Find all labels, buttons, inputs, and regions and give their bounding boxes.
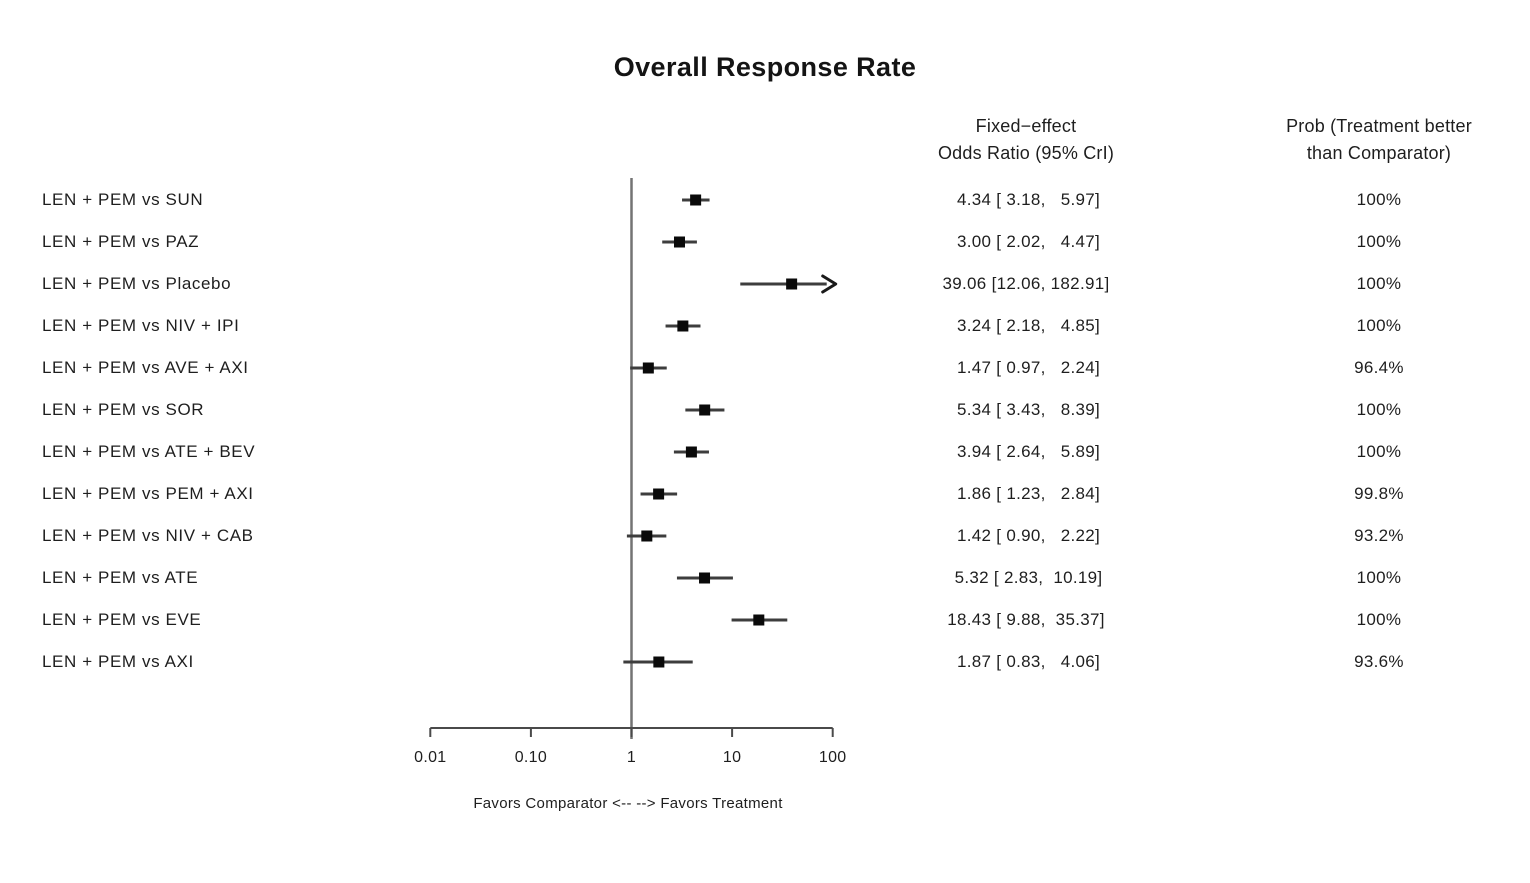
odds-ratio-value: 1.87 [ 0.83, 4.06]	[951, 652, 1101, 671]
column-header-probability: Prob (Treatment better than Comparator)	[1259, 113, 1499, 167]
x-axis-tick-label: 10	[722, 749, 742, 766]
odds-ratio-value: 3.00 [ 2.02, 4.47]	[951, 232, 1101, 251]
comparison-label: LEN + PEM vs AXI	[42, 652, 194, 671]
probability-value: 99.8%	[1354, 484, 1404, 503]
ci-clipped-arrow-right-icon	[821, 274, 838, 294]
or-point-marker	[641, 530, 653, 542]
odds-ratio-value: 4.34 [ 3.18, 5.97]	[951, 190, 1101, 209]
probability-value: 100%	[1356, 274, 1402, 293]
comparison-label: LEN + PEM vs ATE + BEV	[42, 442, 256, 461]
odds-ratio-value: 3.94 [ 2.64, 5.89]	[951, 442, 1101, 461]
odds-ratio-value: 3.24 [ 2.18, 4.85]	[951, 316, 1101, 335]
or-point-marker	[677, 320, 689, 332]
probability-value: 100%	[1356, 568, 1402, 587]
comparison-label: LEN + PEM vs NIV + IPI	[42, 316, 240, 335]
probability-value: 100%	[1356, 610, 1402, 629]
or-point-marker	[690, 194, 702, 206]
x-axis-tick-label: 0.01	[414, 749, 447, 766]
comparison-label: LEN + PEM vs SUN	[42, 190, 204, 209]
or-point-marker	[786, 278, 798, 290]
probability-value: 100%	[1356, 442, 1402, 461]
probability-value: 100%	[1356, 190, 1402, 209]
comparison-label: LEN + PEM vs PEM + AXI	[42, 484, 254, 503]
or-point-marker	[753, 614, 765, 626]
odds-ratio-value: 39.06 [12.06, 182.91]	[942, 274, 1110, 293]
odds-ratio-value: 1.47 [ 0.97, 2.24]	[951, 358, 1101, 377]
odds-ratio-value: 5.32 [ 2.83, 10.19]	[949, 568, 1103, 587]
or-point-marker	[653, 488, 665, 500]
odds-ratio-value: 1.86 [ 1.23, 2.84]	[951, 484, 1101, 503]
column-header-probability-line1: Prob (Treatment better	[1286, 116, 1472, 136]
column-header-probability-line2: than Comparator)	[1306, 143, 1452, 163]
comparison-label: LEN + PEM vs ATE	[42, 568, 199, 587]
probability-value: 100%	[1356, 232, 1402, 251]
column-header-odds-ratio-line1: Fixed−effect	[975, 116, 1077, 136]
axis-caption: Favors Comparator <-- --> Favors Treatme…	[473, 795, 783, 812]
comparison-label: LEN + PEM vs EVE	[42, 610, 202, 629]
comparison-label: LEN + PEM vs PAZ	[42, 232, 200, 251]
column-header-odds-ratio-line2: Odds Ratio (95% CrI)	[937, 143, 1115, 163]
probability-value: 100%	[1356, 316, 1402, 335]
column-header-odds-ratio: Fixed−effect Odds Ratio (95% CrI)	[916, 113, 1136, 167]
or-point-marker	[699, 572, 711, 584]
x-axis-tick-label: 1	[626, 749, 637, 766]
or-point-marker	[642, 362, 654, 374]
odds-ratio-value: 1.42 [ 0.90, 2.22]	[951, 526, 1101, 545]
comparison-label: LEN + PEM vs SOR	[42, 400, 205, 419]
x-axis-tick-label: 100	[818, 749, 847, 766]
comparison-label: LEN + PEM vs AVE + AXI	[42, 358, 249, 377]
or-point-marker	[685, 446, 697, 458]
probability-value: 96.4%	[1354, 358, 1404, 377]
comparison-label: LEN + PEM vs NIV + CAB	[42, 526, 254, 545]
comparison-label: LEN + PEM vs Placebo	[42, 274, 232, 293]
probability-value: 93.2%	[1354, 526, 1404, 545]
or-point-marker	[653, 656, 665, 668]
probability-value: 100%	[1356, 400, 1402, 419]
or-point-marker	[673, 236, 685, 248]
chart-title: Overall Response Rate	[613, 52, 917, 82]
odds-ratio-value: 18.43 [ 9.88, 35.37]	[947, 610, 1105, 629]
odds-ratio-value: 5.34 [ 3.43, 8.39]	[951, 400, 1101, 419]
x-axis-tick-label: 0.10	[514, 749, 548, 766]
probability-value: 93.6%	[1354, 652, 1404, 671]
or-point-marker	[699, 404, 711, 416]
